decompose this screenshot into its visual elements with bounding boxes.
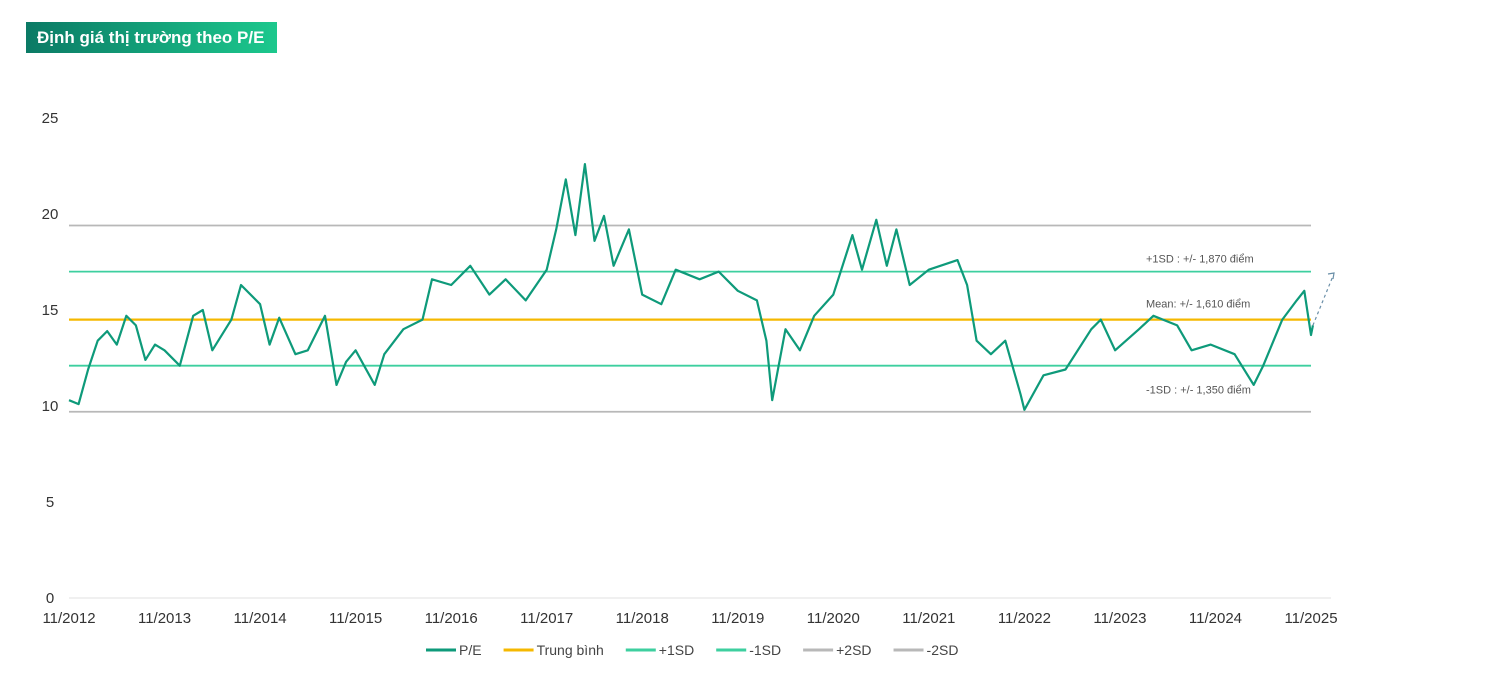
x-tick-label: 11/2022 [998,610,1051,627]
legend-label: +2SD [836,642,871,658]
x-tick-label: 11/2018 [616,610,669,627]
y-tick-label: 15 [42,302,59,319]
y-tick-label: 5 [46,494,54,511]
legend-label: -1SD [749,642,781,658]
chart-title: Định giá thị trường theo P/E [26,22,278,53]
x-tick-label: 11/2023 [1093,610,1146,627]
arrow-head-icon [1327,272,1335,280]
x-tick-label: 11/2021 [902,610,955,627]
y-tick-label: 20 [42,206,59,223]
x-tick-label: 11/2025 [1284,610,1337,627]
x-tick-label: 11/2015 [329,610,382,627]
x-tick-label: 11/2014 [234,610,287,627]
x-tick-label: 11/2016 [425,610,478,627]
x-tick-label: 11/2020 [807,610,860,627]
projection-arrow [1312,275,1334,326]
x-tick-label: 11/2024 [1189,610,1242,627]
legend-label: -2SD [927,642,959,658]
legend-label: P/E [459,642,482,658]
sd-annotation: +1SD : +/- 1,870 điểm [1146,254,1254,266]
x-tick-label: 11/2017 [520,610,573,627]
x-tick-label: 11/2012 [42,610,95,627]
pe-series-line [68,163,1314,411]
x-tick-label: 11/2019 [711,610,764,627]
y-tick-label: 25 [42,110,59,127]
sd-annotation: -1SD : +/- 1,350 điểm [1146,385,1251,397]
y-tick-label: 0 [46,590,54,607]
sd-annotation: Mean: +/- 1,610 điểm [1146,299,1250,311]
x-tick-label: 11/2013 [138,610,191,627]
y-tick-label: 10 [42,398,59,415]
legend-label: Trung bình [537,642,604,658]
legend-label: +1SD [659,642,694,658]
